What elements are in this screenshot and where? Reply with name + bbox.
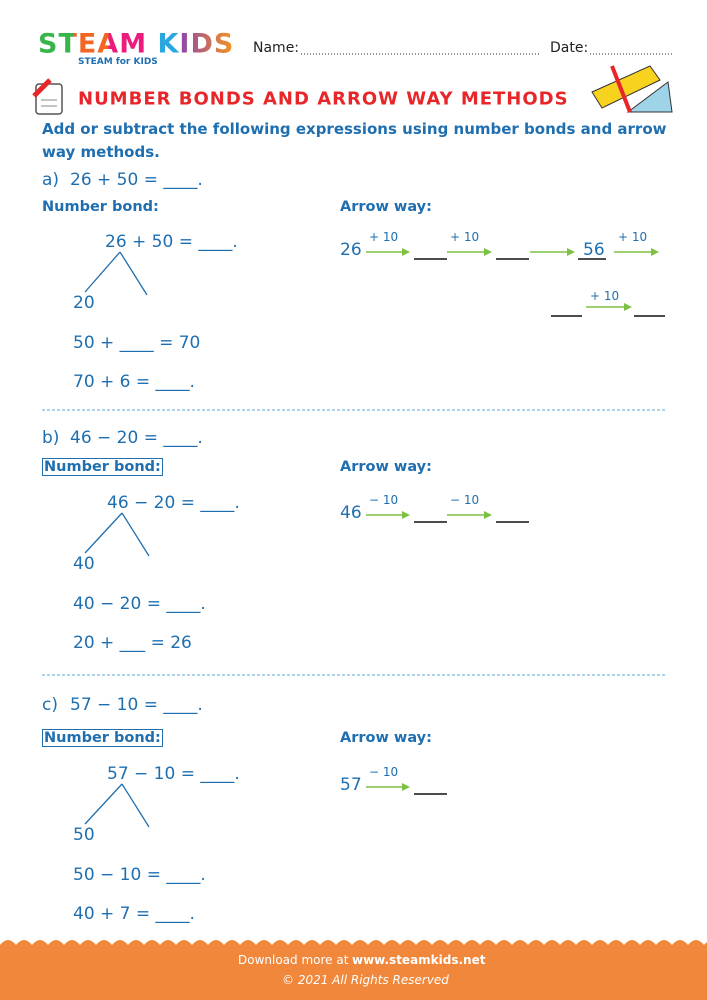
step: 40 + 7 = ____.: [73, 904, 195, 924]
problem-expression: 26 + 50 = ____.: [70, 170, 203, 190]
arrow-head: [651, 248, 659, 256]
tagline: STEAM for KIDS: [78, 57, 158, 67]
arrow-head: [402, 248, 410, 256]
bond-heading: Number bond:: [42, 729, 163, 747]
bond-part: 40: [73, 554, 95, 574]
arrow-head: [567, 248, 575, 256]
step: 70 + 6 = ____.: [73, 372, 195, 392]
arrow-heading: Arrow way:: [340, 199, 432, 215]
bond-heading: Number bond:: [42, 458, 163, 476]
footer-band: [0, 940, 707, 1000]
bond-branch: [119, 251, 148, 296]
arrow-head: [402, 511, 410, 519]
footer-url: www.steamkids.net: [352, 953, 486, 967]
step: 50 − 10 = ____.: [73, 865, 206, 885]
bond-branch: [84, 512, 123, 554]
problem-label: c): [42, 695, 58, 715]
ruler-icon: [591, 65, 673, 113]
bond-part: 50: [73, 825, 95, 845]
bond-heading: Number bond:: [42, 199, 159, 215]
bond-expression: 57 − 10 = ____.: [107, 764, 240, 784]
bond-expression: 46 − 20 = ____.: [107, 493, 240, 513]
arrow-start: 46: [340, 503, 362, 523]
arrow-label: + 10: [618, 230, 648, 244]
problem-expression: 57 − 10 = ____.: [70, 695, 203, 715]
copyright: © 2021 All Rights Reserved: [282, 973, 449, 987]
problem-label: b): [42, 428, 60, 448]
instructions: Add or subtract the following expression…: [42, 120, 667, 161]
date-label: Date:: [550, 40, 589, 56]
footer-text: Download more at: [238, 953, 349, 967]
step: 50 + ____ = 70: [73, 333, 201, 353]
logo: STEAM KIDS: [38, 28, 235, 60]
arrow-head: [484, 511, 492, 519]
problem-expression: 46 − 20 = ____.: [70, 428, 203, 448]
paper-icon: [32, 78, 63, 115]
arrow-label: + 10: [450, 230, 480, 244]
arrow-start: 57: [340, 775, 362, 795]
arrow-head: [484, 248, 492, 256]
arrow-answer: 56: [583, 240, 605, 260]
arrow-head: [624, 303, 632, 311]
arrow-label: + 10: [369, 230, 399, 244]
arrow-heading: Arrow way:: [340, 730, 432, 746]
problem-label: a): [42, 170, 60, 190]
step: 40 − 20 = ____.: [73, 594, 206, 614]
arrow-heading: Arrow way:: [340, 459, 432, 475]
bond-branch: [121, 783, 150, 828]
bond-branch: [84, 783, 123, 825]
arrow-label: − 10: [450, 493, 480, 507]
arrow-start: 26: [340, 240, 362, 260]
arrow-head: [402, 783, 410, 791]
bond-expression: 26 + 50 = ____.: [105, 232, 238, 252]
name-label: Name:: [253, 40, 300, 56]
arrow-label: − 10: [369, 493, 399, 507]
bond-branch: [84, 251, 121, 293]
bond-branch: [121, 512, 150, 557]
arrow-label: − 10: [369, 765, 399, 779]
arrow-label: + 10: [590, 289, 620, 303]
step: 20 + ___ = 26: [73, 633, 192, 653]
bond-part: 20: [73, 293, 95, 313]
title: NUMBER BONDS AND ARROW WAY METHODS: [78, 88, 569, 110]
